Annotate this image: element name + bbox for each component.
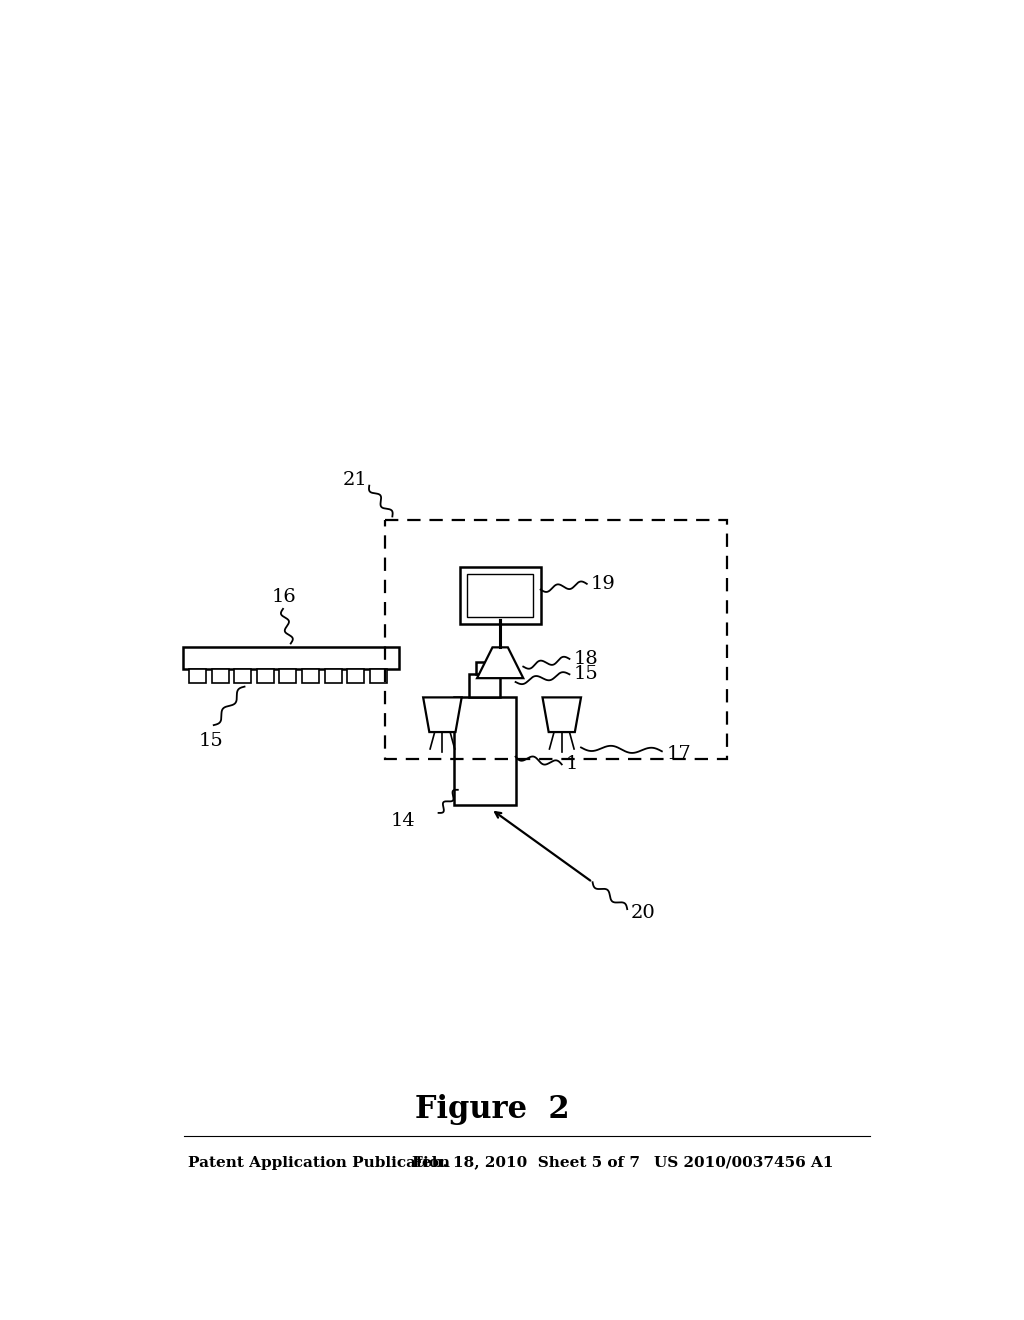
Bar [234, 669, 251, 682]
Polygon shape [477, 647, 523, 678]
Text: 17: 17 [667, 744, 691, 763]
Polygon shape [543, 697, 581, 733]
Bar [257, 669, 273, 682]
Text: 15: 15 [199, 731, 223, 750]
Text: 18: 18 [573, 649, 598, 668]
Bar [325, 669, 342, 682]
Bar [476, 663, 494, 675]
Bar [454, 697, 515, 805]
Bar [189, 669, 206, 682]
Text: Figure  2: Figure 2 [416, 1094, 570, 1125]
Text: 15: 15 [573, 665, 598, 684]
Text: 16: 16 [271, 589, 296, 606]
Bar [302, 669, 318, 682]
Polygon shape [423, 697, 462, 733]
Text: 19: 19 [591, 574, 615, 593]
Bar [469, 675, 500, 697]
Bar [385, 520, 727, 759]
Bar [347, 669, 365, 682]
Bar [212, 669, 228, 682]
Bar [280, 669, 296, 682]
Bar [370, 669, 387, 682]
Bar [183, 647, 398, 669]
Text: 21: 21 [342, 471, 367, 490]
Bar [460, 566, 541, 624]
Text: 20: 20 [631, 904, 655, 921]
Text: Patent Application Publication: Patent Application Publication [188, 1155, 451, 1170]
Text: 1: 1 [565, 755, 578, 774]
Bar [467, 574, 532, 616]
Text: 14: 14 [391, 812, 416, 829]
Text: Feb. 18, 2010  Sheet 5 of 7: Feb. 18, 2010 Sheet 5 of 7 [412, 1155, 640, 1170]
Text: US 2010/0037456 A1: US 2010/0037456 A1 [654, 1155, 834, 1170]
